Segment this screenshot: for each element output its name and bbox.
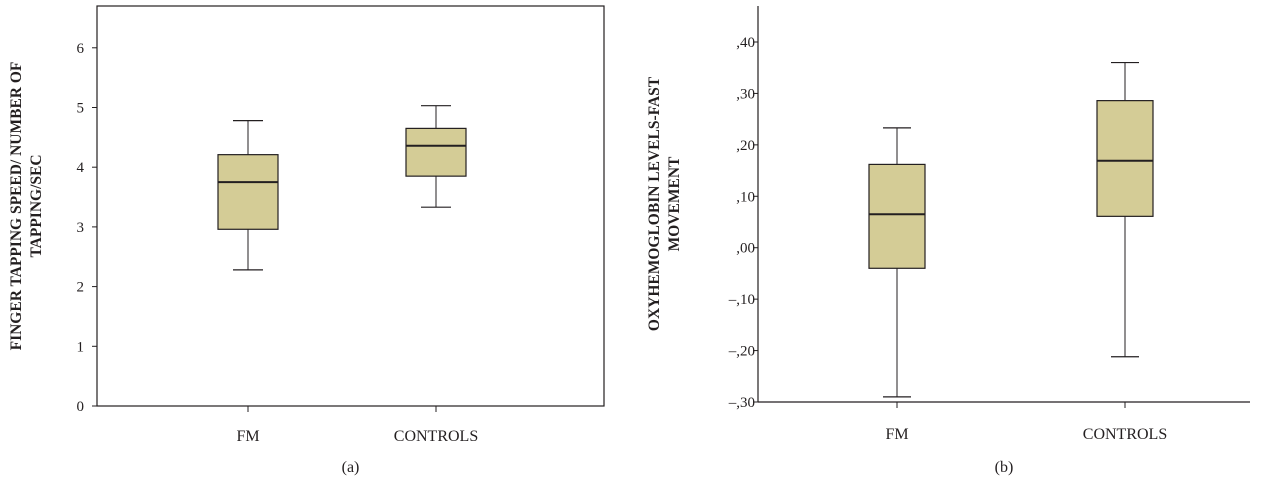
x-category-label: FM: [885, 426, 908, 443]
panel-label: (a): [342, 459, 360, 476]
y-tick-label: 3: [77, 220, 85, 236]
y-tick-label: 5: [77, 100, 85, 116]
x-category-label: CONTROLS: [1083, 426, 1167, 443]
plot-frame-0: [96, 5, 605, 407]
y-tick-label: 4: [77, 160, 85, 176]
y-axis-label: MOVEMENT: [666, 156, 683, 251]
y-tick-label: –,20: [728, 344, 755, 360]
y-tick-label: –,10: [728, 292, 755, 308]
box-iqr: [405, 127, 467, 177]
y-tick-label: 1: [77, 339, 85, 355]
y-tick-label: 6: [77, 41, 85, 57]
box-iqr: [1096, 100, 1154, 217]
x-category-label: FM: [236, 428, 259, 445]
y-tick-label: ,30: [736, 86, 755, 102]
y-tick-label: 2: [77, 280, 85, 296]
y-tick-label: ,00: [736, 241, 755, 257]
panel-label: (b): [995, 459, 1014, 476]
y-axis-label: FINGER TAPPING SPEED/ NUMBER OF: [8, 62, 25, 351]
y-tick-label: –,30: [728, 395, 755, 411]
y-axis-label: TAPPING/SEC: [28, 154, 45, 257]
y-tick-label: ,20: [736, 138, 755, 154]
y-axis-label: OXYHEMOGLOBIN LEVELS-FAST: [646, 76, 663, 331]
x-category-label: CONTROLS: [394, 428, 478, 445]
y-tick-label: ,10: [736, 189, 755, 205]
y-tick-label: 0: [77, 399, 85, 415]
y-tick-label: ,40: [736, 35, 755, 51]
box-iqr: [868, 163, 926, 269]
box-iqr: [217, 154, 279, 230]
